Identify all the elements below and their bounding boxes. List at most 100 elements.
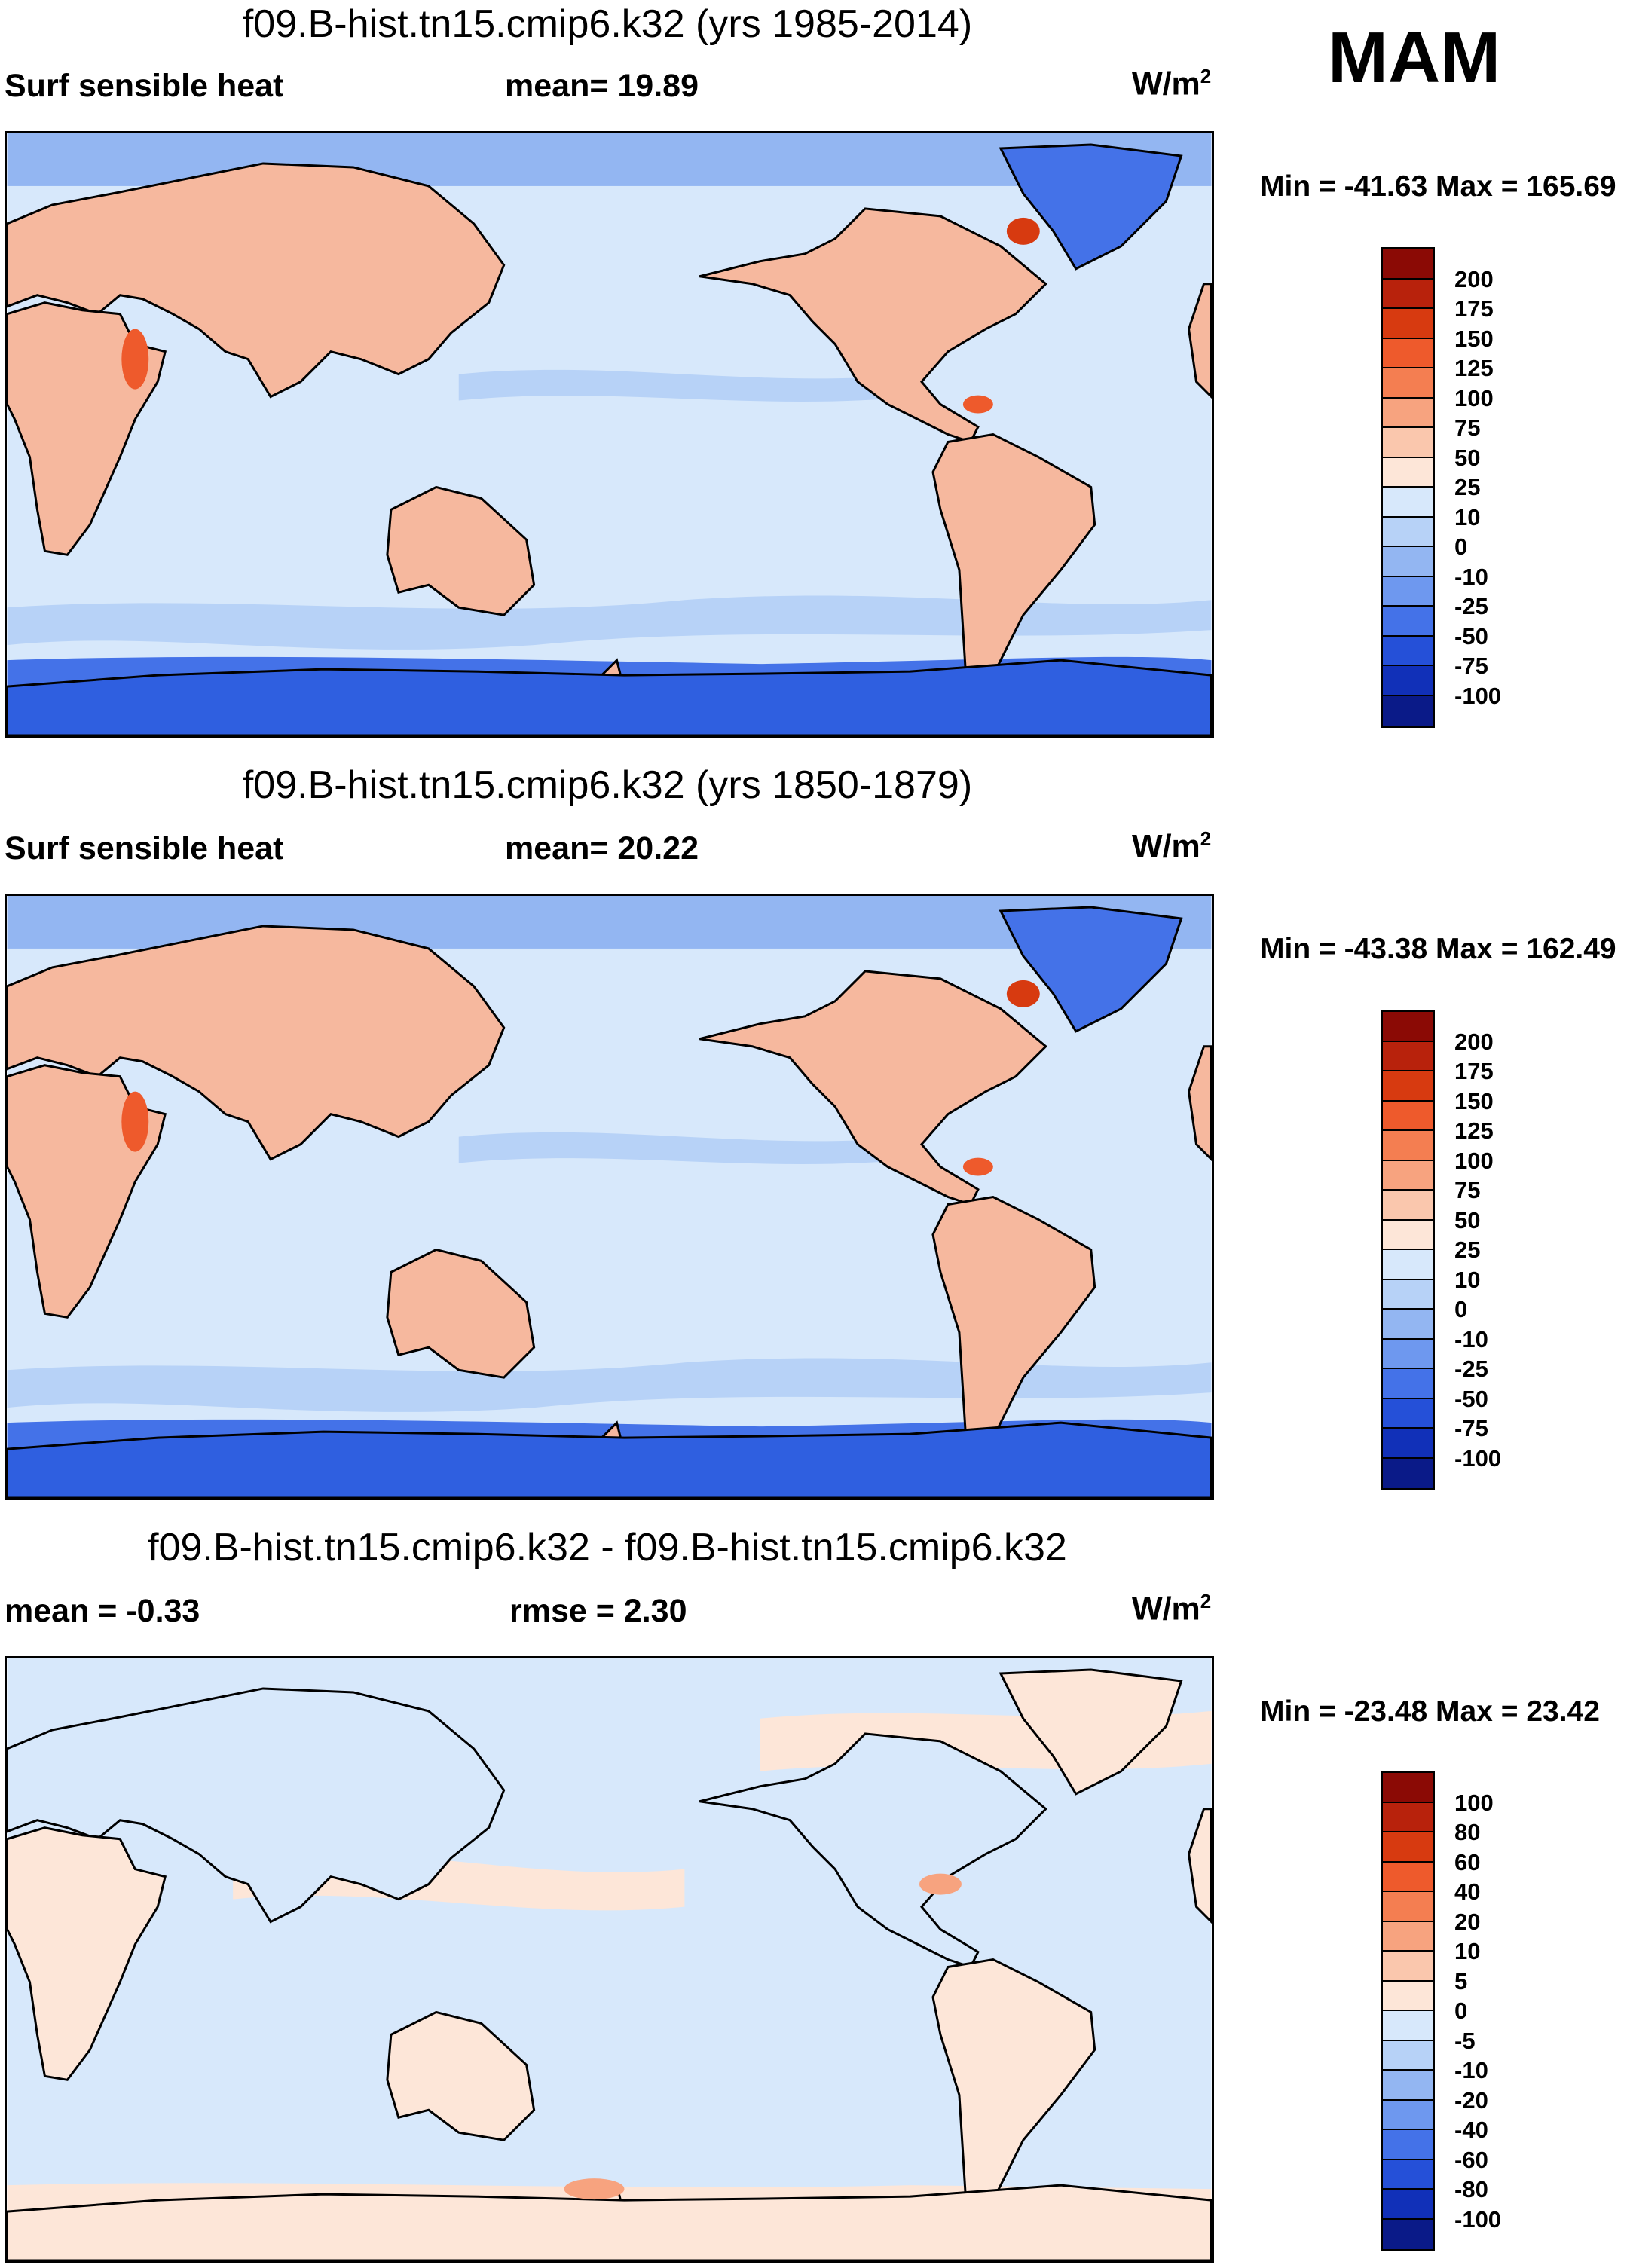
colorbar-tick-label: 75 <box>1454 1177 1481 1203</box>
minmax-label-2: Min = -43.38 Max = 162.49 <box>1260 933 1616 965</box>
colorbar-tick-label: 0 <box>1454 1997 1468 2024</box>
colorbar-box <box>1383 695 1433 726</box>
colorbar-box <box>1383 2130 1433 2160</box>
continent-eurasia <box>7 162 506 399</box>
colorbar-tick-label: -75 <box>1454 653 1488 679</box>
colorbar-tick-label: -10 <box>1454 1325 1488 1353</box>
colorbar-box <box>1383 249 1433 280</box>
hotspot-labrador <box>1006 980 1040 1007</box>
map-title-1: f09.B-hist.tn15.cmip6.k32 (yrs 1985-2014… <box>242 2 973 46</box>
colorbar-tick-label: -25 <box>1454 1356 1488 1382</box>
colorbar-tick-label: 10 <box>1454 1266 1481 1293</box>
colorbar-box <box>1383 338 1433 368</box>
colorbar-tick-label: 5 <box>1454 1967 1468 1994</box>
continent-australia <box>386 485 536 616</box>
colorbar-tick-label: -10 <box>1454 563 1488 590</box>
colorbar-tick-label: 150 <box>1454 1087 1494 1114</box>
hotspot-east-africa <box>121 1091 149 1152</box>
colorbar-tick-label: 150 <box>1454 325 1494 352</box>
colorbar-tick-label: 0 <box>1454 1296 1468 1322</box>
colorbar-tick-label: 50 <box>1454 444 1481 471</box>
colorbar-tick-label: -40 <box>1454 2117 1488 2143</box>
colorbar-box <box>1383 428 1433 458</box>
colorbar-3 <box>1381 1771 1435 2251</box>
variable-label-2: Surf sensible heat <box>5 830 284 867</box>
diff-hotspot-ant <box>564 2178 625 2200</box>
colorbar-tick-label: 200 <box>1454 1028 1494 1055</box>
colorbar-box <box>1383 2071 1433 2101</box>
colorbar-tick-label: 60 <box>1454 1848 1481 1875</box>
diff-hotspot-sa <box>919 1873 962 1895</box>
colorbar-tick-label: 75 <box>1454 414 1481 441</box>
colorbar-tick-label: -20 <box>1454 2086 1488 2114</box>
colorbar-box <box>1383 488 1433 518</box>
variable-label-1: Surf sensible heat <box>5 68 284 104</box>
colorbar-box <box>1383 1429 1433 1459</box>
map-title-3: f09.B-hist.tn15.cmip6.k32 - f09.B-hist.t… <box>148 1526 1067 1570</box>
itcz-band <box>458 1132 910 1164</box>
colorbar-box <box>1383 1981 1433 2011</box>
colorbar-tick-label: 200 <box>1454 265 1494 292</box>
mean-label-1: mean= 19.89 <box>505 68 699 104</box>
colorbar-box <box>1383 1773 1433 1803</box>
southern-ocean-band <box>7 1358 1212 1412</box>
colorbar-tick-label: 20 <box>1454 1908 1481 1935</box>
minmax-label-1: Min = -41.63 Max = 165.69 <box>1260 170 1616 203</box>
colorbar-box <box>1383 398 1433 428</box>
colorbar-box <box>1383 1071 1433 1102</box>
colorbar-tick-label: -5 <box>1454 2027 1476 2054</box>
colorbar-box <box>1383 2219 1433 2249</box>
map-svg-1 <box>7 133 1212 735</box>
mean-label-2: mean= 20.22 <box>505 830 699 867</box>
colorbar-box <box>1383 1398 1433 1429</box>
map-panel-2 <box>5 894 1214 1500</box>
continent-eurasia <box>7 1687 506 1924</box>
colorbar-tick-label: 10 <box>1454 503 1481 530</box>
continent-antarctica <box>7 2184 1212 2260</box>
colorbar-box <box>1383 1892 1433 1922</box>
colorbar-box <box>1383 547 1433 577</box>
colorbar-tick-label: 100 <box>1454 384 1494 411</box>
map-svg-3 <box>7 1658 1212 2260</box>
colorbar-box <box>1383 1160 1433 1191</box>
colorbar-tick-label: -50 <box>1454 1385 1488 1412</box>
colorbar-tick-label: 175 <box>1454 1058 1494 1084</box>
colorbar-box <box>1383 1458 1433 1488</box>
colorbar-tick-label: -100 <box>1454 1444 1502 1472</box>
colorbar-tick-label: 80 <box>1454 1819 1481 1845</box>
colorbar-box <box>1383 2011 1433 2041</box>
continent-ecap <box>1188 1808 1212 1924</box>
unit-label-1: W/m2 <box>1132 65 1212 102</box>
colorbar-box <box>1383 1131 1433 1161</box>
colorbar-box <box>1383 457 1433 488</box>
colorbar-box <box>1383 1191 1433 1221</box>
mean-label-3: mean = -0.33 <box>5 1593 200 1629</box>
map-panel-3 <box>5 1656 1214 2263</box>
continent-namerica <box>699 1732 1047 1969</box>
continent-australia <box>386 1248 536 1379</box>
colorbar-box <box>1383 1041 1433 1071</box>
colorbar-box <box>1383 279 1433 309</box>
colorbar-tick-label: -100 <box>1454 682 1502 709</box>
hotspot-caribbean <box>962 1157 993 1176</box>
continent-ecap <box>1188 1045 1212 1162</box>
colorbar-tick-label: 175 <box>1454 295 1494 322</box>
colorbar-tick-label: -25 <box>1454 593 1488 619</box>
colorbar-tick-label: -100 <box>1454 2205 1502 2233</box>
colorbar-box <box>1383 2190 1433 2220</box>
colorbar-box <box>1383 1802 1433 1832</box>
colorbar-box <box>1383 1832 1433 1863</box>
colorbar-box <box>1383 1369 1433 1399</box>
colorbar-box <box>1383 1250 1433 1280</box>
colorbar-box <box>1383 2159 1433 2190</box>
hotspot-labrador <box>1006 217 1040 245</box>
colorbar-box <box>1383 1101 1433 1131</box>
colorbar-tick-label: -75 <box>1454 1415 1488 1441</box>
colorbar-tick-label: -60 <box>1454 2146 1488 2173</box>
continent-namerica <box>699 970 1047 1206</box>
colorbar-tick-label: 125 <box>1454 355 1494 381</box>
season-label: MAM <box>1328 17 1501 98</box>
minmax-label-3: Min = -23.48 Max = 23.42 <box>1260 1695 1600 1728</box>
colorbar-tick-label: 50 <box>1454 1206 1481 1233</box>
colorbar-tick-label: 0 <box>1454 533 1468 560</box>
